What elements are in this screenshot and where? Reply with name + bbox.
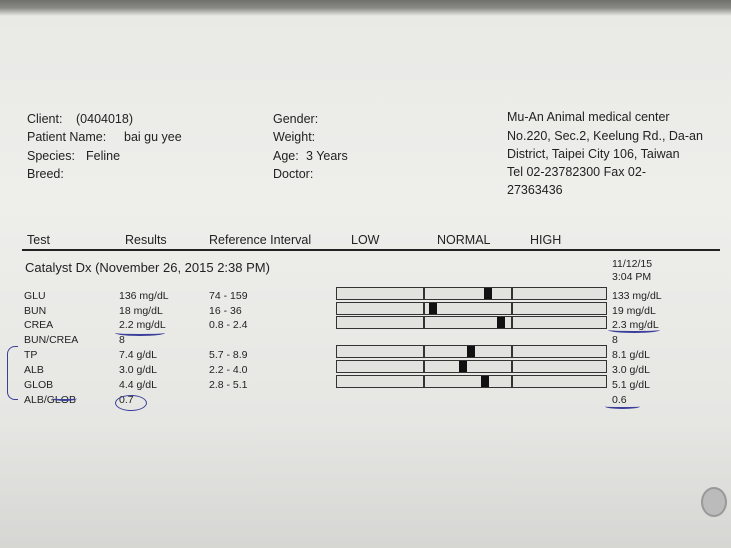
test-name: ALB [24, 364, 44, 376]
range-divider [423, 361, 425, 372]
result-marker [428, 303, 437, 314]
test-result: 4.4 g/dL [119, 379, 157, 391]
previous-result: 19 mg/dL [612, 305, 656, 317]
previous-date: 11/12/15 [612, 258, 653, 270]
ink-bracket [7, 346, 18, 400]
clinic-phone: Tel 02-23782300 Fax 02- [507, 165, 646, 179]
result-marker [481, 376, 490, 387]
result-marker [497, 317, 505, 328]
test-result: 18 mg/dL [119, 305, 163, 317]
range-divider [511, 361, 513, 372]
header-normal: NORMAL [437, 233, 491, 247]
reference-interval: 2.2 - 4.0 [209, 364, 248, 376]
ink-underline [608, 327, 660, 333]
test-name: CREA [24, 319, 54, 331]
reference-interval: 74 - 159 [209, 290, 248, 302]
range-bar [336, 287, 607, 300]
header-reference: Reference Interval [209, 233, 312, 247]
clinic-name: Mu-An Animal medical center [507, 110, 670, 124]
range-bar [336, 345, 607, 358]
breed-label: Breed: [27, 167, 64, 181]
ink-underline [115, 330, 165, 336]
client-id: (0404018) [76, 112, 133, 126]
previous-result: 0.6 [612, 394, 627, 406]
range-divider [423, 288, 425, 299]
header-rule [22, 249, 720, 251]
header-high: HIGH [530, 233, 562, 247]
test-name: GLU [24, 290, 46, 302]
test-result: 136 mg/dL [119, 290, 169, 302]
gender-label: Gender: [273, 112, 319, 126]
previous-time: 3:04 PM [612, 271, 652, 283]
previous-result: 8.1 g/dL [612, 349, 650, 361]
clinic-fax: 27363436 [507, 183, 563, 197]
test-name: BUN [24, 305, 47, 317]
ink-circle [115, 395, 147, 411]
section-title: Catalyst Dx (November 26, 2015 2:38 PM) [25, 260, 270, 275]
range-bar [336, 316, 607, 329]
header-low: LOW [351, 233, 380, 247]
reference-interval: 16 - 36 [209, 305, 242, 317]
range-divider [423, 303, 425, 314]
ink-underline [52, 396, 77, 401]
range-bar [336, 360, 607, 373]
test-name: GLOB [24, 379, 54, 391]
result-marker [466, 346, 475, 357]
weight-label: Weight: [273, 130, 316, 144]
clinic-address-1: No.220, Sec.2, Keelung Rd., Da-an [507, 129, 703, 143]
range-divider [423, 376, 425, 387]
range-divider [511, 303, 513, 314]
reference-interval: 5.7 - 8.9 [209, 349, 248, 361]
clinic-address-2: District, Taipei City 106, Taiwan [507, 147, 680, 161]
range-divider [423, 346, 425, 357]
test-result: 3.0 g/dL [119, 364, 157, 376]
reference-interval: 2.8 - 5.1 [209, 379, 248, 391]
range-divider [423, 317, 425, 328]
result-marker [459, 361, 468, 372]
range-bar [336, 302, 607, 315]
reference-interval: 0.8 - 2.4 [209, 319, 248, 331]
coin-object [701, 487, 727, 517]
patient-name-label: Patient Name: [27, 130, 107, 144]
range-divider [511, 376, 513, 387]
test-name: TP [24, 349, 38, 361]
previous-result: 8 [612, 334, 618, 346]
test-result: 7.4 g/dL [119, 349, 157, 361]
previous-result: 3.0 g/dL [612, 364, 650, 376]
test-name: BUN/CREA [24, 334, 79, 346]
previous-result: 133 mg/dL [612, 290, 662, 302]
species-label: Species: [27, 149, 75, 163]
age: 3 Years [306, 149, 348, 163]
ink-underline [605, 404, 640, 409]
species: Feline [86, 149, 121, 163]
age-label: Age: [273, 149, 299, 163]
range-divider [511, 317, 513, 328]
doctor-label: Doctor: [273, 167, 314, 181]
range-divider [511, 346, 513, 357]
result-marker [484, 288, 493, 299]
patient-name: bai gu yee [124, 130, 182, 144]
range-divider [511, 288, 513, 299]
header-results: Results [125, 233, 167, 247]
test-result: 8 [119, 334, 125, 346]
range-bar [336, 375, 607, 388]
header-test: Test [27, 233, 50, 247]
previous-result: 5.1 g/dL [612, 379, 650, 391]
client-label: Client: [27, 112, 63, 126]
test-result: 2.2 mg/dL [119, 319, 166, 331]
